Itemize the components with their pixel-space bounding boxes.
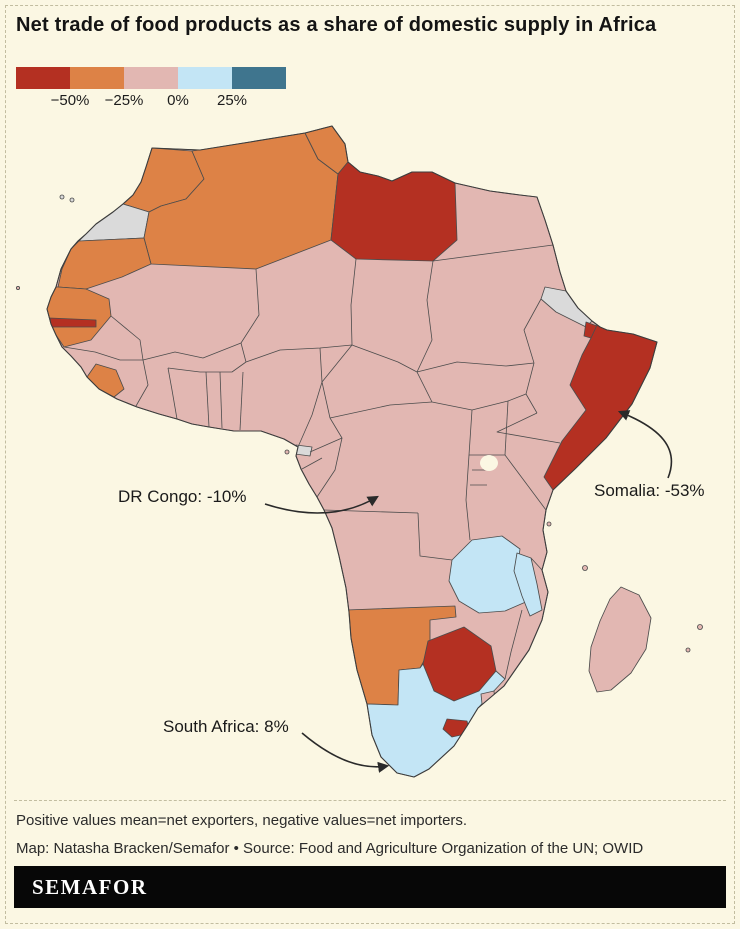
annotation-arrow-dr-congo <box>264 495 379 514</box>
island-cape-verde <box>15 285 21 291</box>
island-canary-2 <box>69 197 75 203</box>
country-malawi <box>513 552 543 617</box>
annotation-south-africa: South Africa: 8% <box>163 717 289 736</box>
semafor-logo-bar: SEMAFOR <box>14 866 726 908</box>
country-gambia <box>49 317 97 328</box>
annotation-dr-congo: DR Congo: -10% <box>118 487 247 506</box>
country-madagascar <box>588 586 652 693</box>
color-legend <box>16 67 286 89</box>
island-canary <box>59 194 65 200</box>
legend-tick-plus25: 25% <box>216 92 248 109</box>
annotation-arrow-somalia <box>617 410 673 479</box>
legend-swatch-orange <box>70 67 124 89</box>
island-bioko <box>284 449 290 455</box>
island-mauritius <box>685 647 691 653</box>
legend-swatch-teal <box>232 67 286 89</box>
legend-tick-minus50: −50% <box>50 92 90 109</box>
footer-note: Positive values mean=net exporters, nega… <box>16 812 468 829</box>
footer-credit: Map: Natasha Bracken/Semafor • Source: F… <box>16 840 644 857</box>
island-reunion <box>697 624 703 630</box>
island-comoros <box>582 565 588 571</box>
country-borders <box>63 244 561 680</box>
lake-victoria <box>480 455 498 471</box>
footer-divider <box>14 800 726 801</box>
country-western-sahara <box>78 203 150 242</box>
legend-swatch-dark-red <box>16 67 70 89</box>
island-zanzibar <box>546 521 552 527</box>
legend-swatch-light-blue <box>178 67 232 89</box>
legend-swatch-pink <box>124 67 178 89</box>
legend-tick-minus25: −25% <box>104 92 144 109</box>
country-libya <box>330 161 458 262</box>
annotation-somalia: Somalia: -53% <box>594 481 705 500</box>
page-title: Net trade of food products as a share of… <box>16 14 657 36</box>
annotation-arrow-south-africa <box>301 732 390 773</box>
legend-tick-zero: 0% <box>167 92 189 109</box>
semafor-wordmark: SEMAFOR <box>32 874 148 899</box>
